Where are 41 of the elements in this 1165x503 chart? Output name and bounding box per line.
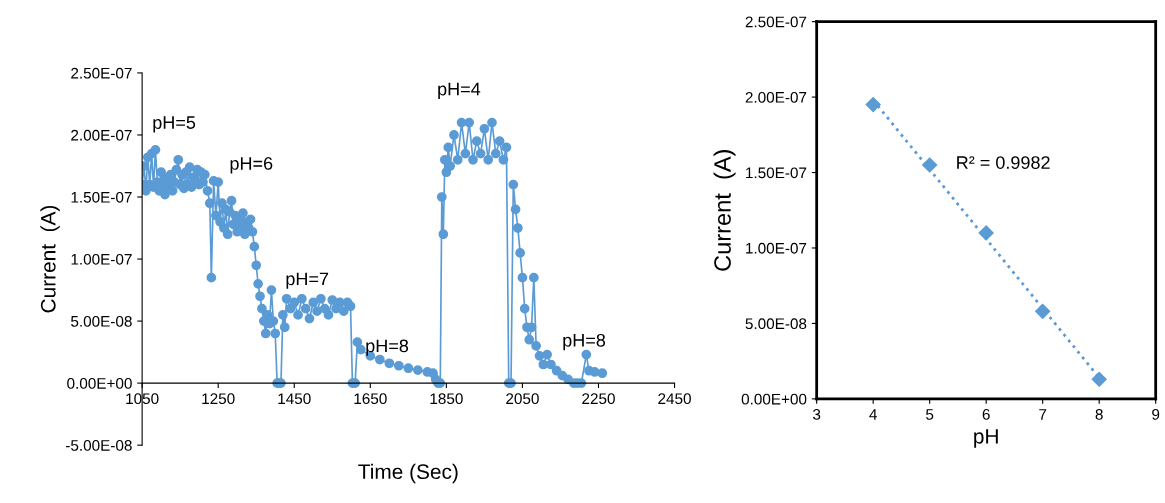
- y-axis-title: Current (A): [40, 205, 60, 313]
- x-tick-label: 9: [1152, 409, 1160, 420]
- y-tick-label: 5.00E-08: [745, 318, 807, 330]
- y-tick-label: 2.50E-07: [71, 67, 132, 79]
- x-tick-label: 8: [1095, 409, 1103, 420]
- point: [865, 97, 881, 113]
- y-tick-label: 1.50E-07: [71, 191, 132, 203]
- x-tick-label: 1250: [202, 393, 235, 405]
- x-tick-label: 1850: [430, 393, 463, 405]
- y-tick-label: 0.00E+00: [67, 377, 132, 389]
- y-tick-label: 2.00E-07: [71, 129, 132, 141]
- point: [1091, 371, 1107, 387]
- x-tick-label: 6: [982, 409, 990, 420]
- y-tick-label: 1.00E-07: [746, 242, 807, 254]
- annotation: pH=5: [153, 116, 196, 133]
- x-tick-label: 3: [813, 409, 821, 420]
- y-tick-label: 0.00E+00: [741, 393, 807, 405]
- x-tick-label: 2450: [658, 393, 691, 405]
- point: [922, 157, 938, 173]
- y-tick-label: 2.00E-07: [745, 91, 807, 103]
- y-tick-label: 1.50E-07: [746, 167, 807, 179]
- x-tick-label: 4: [869, 409, 877, 420]
- y-tick-label: -5.00E-08: [66, 440, 132, 451]
- x-tick-label: 7: [1039, 409, 1047, 420]
- x-tick-label: 1650: [354, 393, 387, 405]
- annotation: R² = 0.9982: [957, 156, 1050, 169]
- x-axis-title: Time (Sec): [358, 463, 458, 484]
- x-tick-label: 2250: [582, 393, 615, 405]
- x-tick-label: 2050: [506, 393, 539, 405]
- annotation: pH=4: [438, 82, 481, 99]
- x-axis-title: pH: [974, 429, 998, 448]
- annotation: pH=8: [563, 333, 606, 351]
- y-tick-label: 2.50E-07: [745, 16, 807, 28]
- y-tick-label: 5.00E-08: [71, 315, 132, 327]
- x-tick-label: 1450: [278, 393, 311, 405]
- y-tick-label: 1.00E-07: [71, 253, 132, 265]
- x-tick-label: 5: [926, 409, 934, 420]
- y-axis-title: Current (A): [713, 150, 736, 271]
- annotation: pH=6: [230, 157, 273, 174]
- annotation: pH=7: [286, 272, 329, 289]
- annotation: pH=8: [366, 339, 409, 356]
